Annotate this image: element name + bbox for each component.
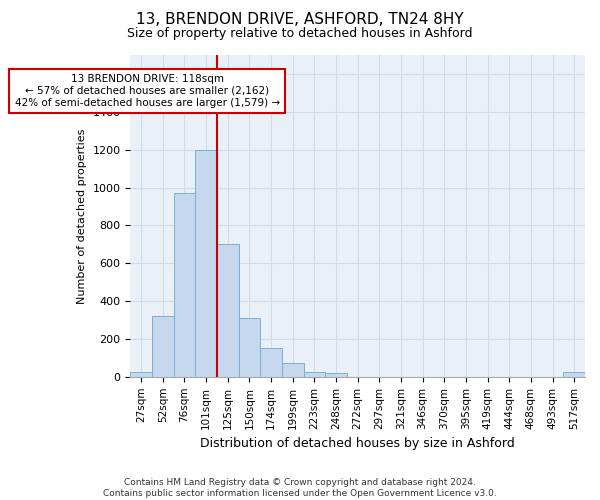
Bar bbox=[217, 244, 239, 377]
Bar bbox=[239, 318, 260, 377]
Bar bbox=[304, 372, 325, 377]
Text: Contains HM Land Registry data © Crown copyright and database right 2024.
Contai: Contains HM Land Registry data © Crown c… bbox=[103, 478, 497, 498]
Text: Size of property relative to detached houses in Ashford: Size of property relative to detached ho… bbox=[127, 28, 473, 40]
Bar bbox=[325, 373, 347, 377]
Bar bbox=[173, 193, 195, 377]
X-axis label: Distribution of detached houses by size in Ashford: Distribution of detached houses by size … bbox=[200, 437, 515, 450]
Bar bbox=[130, 372, 152, 377]
Bar bbox=[282, 362, 304, 377]
Y-axis label: Number of detached properties: Number of detached properties bbox=[77, 128, 87, 304]
Bar bbox=[260, 348, 282, 377]
Bar bbox=[563, 372, 585, 377]
Bar bbox=[152, 316, 173, 377]
Bar bbox=[195, 150, 217, 377]
Text: 13 BRENDON DRIVE: 118sqm
← 57% of detached houses are smaller (2,162)
42% of sem: 13 BRENDON DRIVE: 118sqm ← 57% of detach… bbox=[14, 74, 280, 108]
Text: 13, BRENDON DRIVE, ASHFORD, TN24 8HY: 13, BRENDON DRIVE, ASHFORD, TN24 8HY bbox=[136, 12, 464, 28]
